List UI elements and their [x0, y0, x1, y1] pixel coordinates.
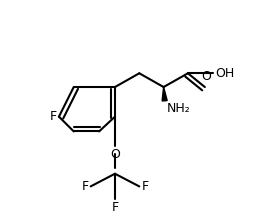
Text: F: F — [49, 110, 56, 123]
Polygon shape — [162, 87, 167, 101]
Text: NH₂: NH₂ — [167, 102, 191, 115]
Text: F: F — [111, 201, 118, 214]
Text: O: O — [201, 70, 211, 83]
Text: OH: OH — [215, 67, 234, 80]
Text: F: F — [142, 180, 148, 193]
Text: F: F — [81, 180, 88, 193]
Text: O: O — [110, 148, 120, 161]
